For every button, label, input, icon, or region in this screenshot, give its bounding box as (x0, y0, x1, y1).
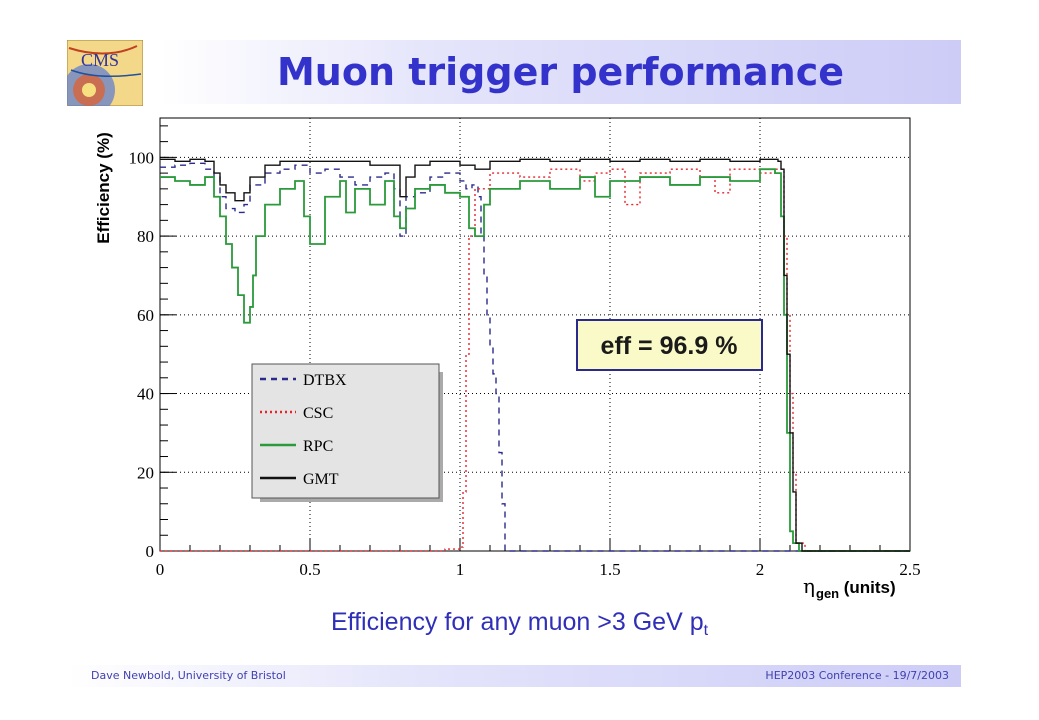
logo-label: CMS (81, 50, 119, 70)
x-axis-label-sub: gen (816, 586, 839, 601)
y-axis-label: Efficiency (%) (94, 132, 113, 243)
x-tick-label: 1 (456, 560, 465, 579)
footer-author: Dave Newbold, University of Bristol (91, 669, 286, 682)
chart-caption: Efficiency for any muon >3 GeV pt (0, 608, 1039, 640)
y-tick-label: 80 (137, 227, 154, 246)
y-tick-label: 40 (137, 385, 154, 404)
x-axis-label-units: (units) (839, 578, 896, 597)
y-tick-label: 0 (146, 542, 155, 561)
legend-label-csc: CSC (303, 405, 333, 422)
legend-label-gmt: GMT (303, 471, 339, 488)
legend-label-dtbx: DTBX (303, 372, 347, 389)
footer-conference: HEP2003 Conference - 19/7/2003 (765, 669, 949, 682)
y-tick-label: 60 (137, 306, 154, 325)
x-tick-label: 0.5 (299, 560, 320, 579)
caption-text: Efficiency for any muon >3 GeV p (330, 608, 704, 636)
series-line-gmt (160, 158, 910, 552)
chart-legend: DTBX CSC RPC GMT (251, 363, 443, 502)
x-tick-label: 0 (156, 560, 165, 579)
title-bar: Muon trigger performance (160, 40, 961, 104)
annotation-text: eff = 96.9 % (601, 332, 738, 360)
footer-bar: Dave Newbold, University of Bristol HEP2… (66, 665, 961, 687)
cms-logo: CMS (63, 39, 144, 116)
x-tick-label: 2 (756, 560, 765, 579)
x-axis-label-eta: η (803, 574, 815, 598)
x-tick-label: 1.5 (599, 560, 620, 579)
series-layer (160, 158, 910, 552)
caption-subscript: t (703, 622, 709, 639)
efficiency-annotation: eff = 96.9 % (576, 319, 763, 371)
page-title: Muon trigger performance (276, 50, 844, 94)
series-line-rpc (160, 168, 910, 552)
y-tick-label: 100 (129, 148, 155, 167)
axis-ticks: 0 0.5 1 1.5 2 2.5 0 20 40 60 80 100 (129, 125, 921, 579)
x-tick-label: 2.5 (899, 560, 920, 579)
y-tick-label: 20 (137, 463, 154, 482)
legend-label-rpc: RPC (303, 438, 333, 455)
